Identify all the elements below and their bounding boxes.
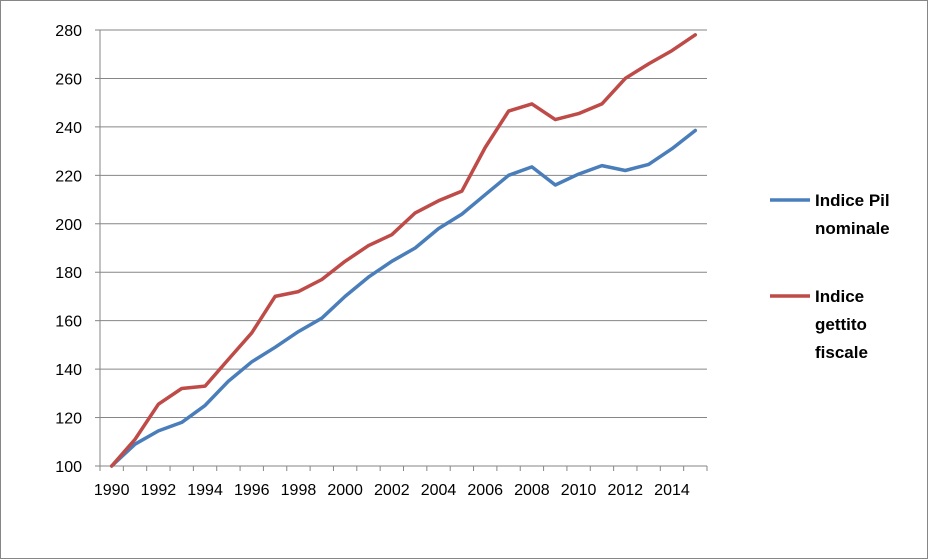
- x-tick-label: 2014: [654, 482, 690, 499]
- y-tick-label: 280: [55, 23, 82, 40]
- y-tick-label: 220: [55, 168, 82, 185]
- x-tick-label: 1994: [187, 482, 223, 499]
- y-tick-label: 260: [55, 71, 82, 88]
- x-tick-label: 1990: [94, 482, 130, 499]
- legend-label: nominale: [815, 219, 890, 238]
- legend-label: Indice Pil: [815, 191, 890, 210]
- series-line-1: [109, 128, 698, 468]
- x-tick-label: 2006: [467, 482, 503, 499]
- x-tick-label: 2010: [561, 482, 597, 499]
- x-tick-label: 1992: [141, 482, 177, 499]
- x-tick-label: 2008: [514, 482, 550, 499]
- legend-label: Indice: [815, 287, 864, 306]
- series-line-2: [109, 33, 698, 468]
- x-tick-label: 1996: [234, 482, 270, 499]
- y-tick-label: 100: [55, 459, 82, 476]
- legend-label: fiscale: [815, 343, 868, 362]
- x-tick-label: 1998: [281, 482, 317, 499]
- y-tick-label: 200: [55, 217, 82, 234]
- x-tick-label: 2012: [607, 482, 643, 499]
- y-tick-label: 240: [55, 120, 82, 137]
- x-tick-label: 2002: [374, 482, 410, 499]
- x-tick-label: 2004: [421, 482, 457, 499]
- legend-label: gettito: [815, 315, 867, 334]
- y-tick-label: 140: [55, 362, 82, 379]
- y-tick-label: 160: [55, 314, 82, 331]
- y-tick-label: 180: [55, 265, 82, 282]
- x-tick-label: 2000: [327, 482, 363, 499]
- y-tick-label: 120: [55, 411, 82, 428]
